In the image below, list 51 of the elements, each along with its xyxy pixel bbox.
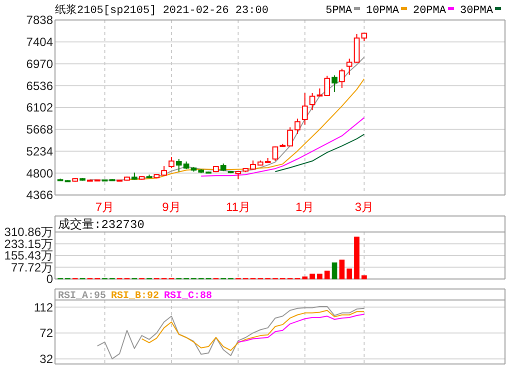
text: RSI_C:88 xyxy=(164,291,212,302)
y-tick-label: 112 xyxy=(34,300,54,314)
y-tick-label: 5234 xyxy=(26,144,54,158)
legend-label: 10PMA xyxy=(366,5,400,17)
y-tick-label: 7404 xyxy=(26,35,54,50)
y-tick-label: 77.72万 xyxy=(10,260,53,274)
y-tick-label: 4800 xyxy=(26,166,54,180)
line-series xyxy=(141,310,365,351)
line-series xyxy=(274,134,365,172)
y-tick-label: 7838 xyxy=(26,13,54,28)
bar xyxy=(332,262,338,280)
y-tick-label: 6102 xyxy=(26,100,54,115)
bar xyxy=(362,275,367,280)
bar xyxy=(354,236,360,280)
bar xyxy=(324,270,330,280)
line-series xyxy=(96,306,365,360)
candlestick xyxy=(302,92,308,126)
y-tick-label: 32 xyxy=(40,352,54,365)
candlestick xyxy=(332,74,338,92)
y-tick-label: 310.86万 xyxy=(4,225,53,240)
candlestick xyxy=(168,156,174,169)
y-tick-label: 6536 xyxy=(26,78,54,93)
y-tick-label: 155.43万 xyxy=(4,248,53,263)
candlestick xyxy=(339,68,345,88)
x-tick-label: 3月 xyxy=(354,200,374,214)
chart-title: 成交量:232730 xyxy=(58,217,144,232)
y-tick-label: 5668 xyxy=(26,122,54,137)
x-tick-label: 7月 xyxy=(95,200,114,214)
text: RSI_B:92 xyxy=(111,291,160,302)
x-tick-label: 1月 xyxy=(296,200,314,214)
legend-label: 5PMA xyxy=(326,5,352,17)
x-tick-label: 11月 xyxy=(226,200,250,214)
bar xyxy=(346,268,352,280)
legend-label: 20PMA xyxy=(412,5,446,17)
line-series xyxy=(89,56,365,181)
y-tick-label: 233.15万 xyxy=(4,236,53,251)
legend-label: 30PMA xyxy=(460,5,494,17)
bar xyxy=(339,260,345,280)
chart-title: 纸浆2105[sp2105] 2021-02-26 23:00 xyxy=(55,4,268,17)
text: RSI_A:95 xyxy=(58,291,106,302)
line-series xyxy=(200,117,365,177)
bar xyxy=(302,276,308,280)
line-series xyxy=(238,314,365,343)
y-tick-label: 72 xyxy=(40,326,54,340)
candlestick xyxy=(309,92,316,111)
y-tick-label: 6970 xyxy=(26,56,54,71)
bar xyxy=(310,274,315,280)
y-tick-label: 0 xyxy=(46,272,54,286)
x-tick-label: 9月 xyxy=(162,200,181,214)
y-tick-label: 4366 xyxy=(26,188,54,202)
bar xyxy=(317,274,322,280)
